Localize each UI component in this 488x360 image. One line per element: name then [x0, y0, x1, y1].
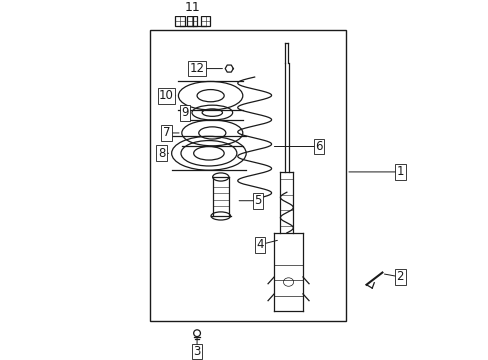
Text: 6: 6: [315, 140, 322, 153]
Bar: [187, 17, 196, 26]
Text: 11: 11: [184, 1, 200, 14]
Text: 4: 4: [256, 238, 263, 251]
Text: 1: 1: [396, 165, 403, 179]
Text: 2: 2: [396, 270, 403, 283]
Bar: [201, 17, 210, 26]
Bar: [175, 17, 184, 26]
Text: 7: 7: [163, 126, 170, 139]
Text: 10: 10: [159, 89, 174, 102]
Text: 9: 9: [181, 106, 188, 119]
Text: 12: 12: [189, 62, 204, 75]
Text: 5: 5: [254, 194, 261, 207]
Bar: [149, 30, 346, 321]
Text: 3: 3: [193, 345, 201, 358]
Text: 8: 8: [158, 147, 165, 160]
